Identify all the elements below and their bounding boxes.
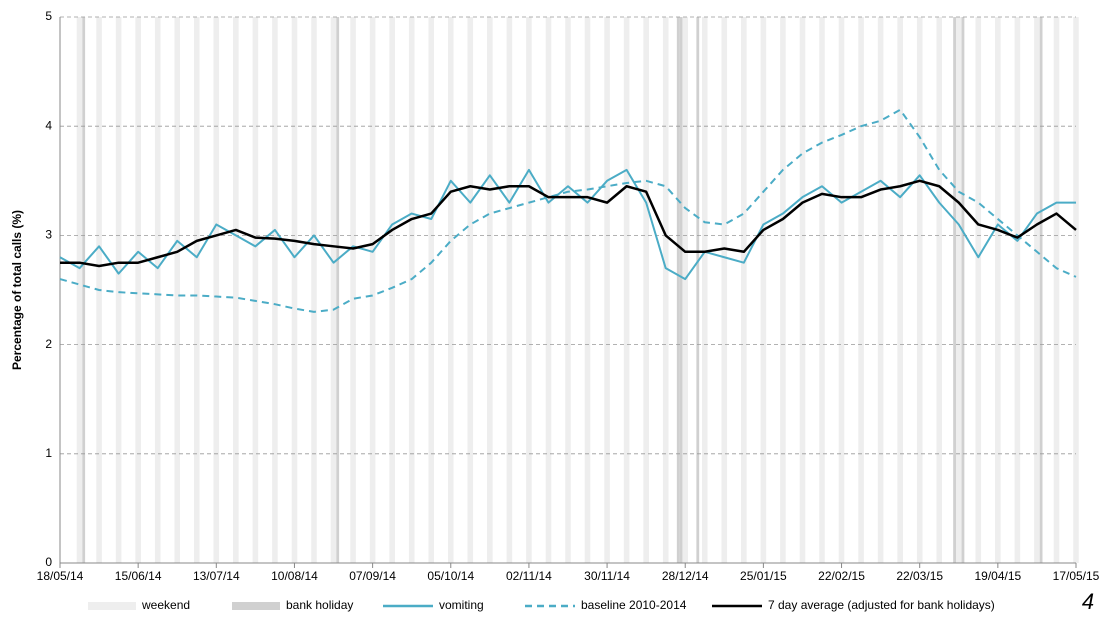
weekend-band <box>623 17 630 563</box>
weekend-band <box>955 17 962 563</box>
weekend-band <box>545 17 552 563</box>
bank-holiday-band <box>679 17 683 563</box>
weekend-band <box>584 17 591 563</box>
bank-holiday-band <box>1039 17 1043 563</box>
x-tick-label: 10/08/14 <box>271 569 318 583</box>
weekend-band <box>897 17 903 563</box>
y-tick-label: 0 <box>45 555 52 569</box>
weekend-band <box>154 17 161 563</box>
y-axis-label: Percentage of total calls (%) <box>10 210 24 370</box>
legend-label: baseline 2010-2014 <box>581 598 687 612</box>
weekend-band <box>1014 17 1021 563</box>
weekend-band <box>682 17 689 563</box>
weekend-band <box>701 17 708 563</box>
weekend-band <box>565 17 571 563</box>
legend-label: vomiting <box>439 598 484 612</box>
weekend-band <box>487 17 493 563</box>
y-tick-label: 2 <box>45 337 52 351</box>
weekend-band <box>877 17 884 563</box>
bank-holiday-band <box>961 17 965 563</box>
y-tick-label: 5 <box>45 9 52 23</box>
series-line <box>60 179 1077 268</box>
page-number: 4 <box>1082 589 1094 614</box>
weekend-band <box>1073 17 1079 563</box>
x-tick-label: 07/09/14 <box>349 569 396 583</box>
x-tick-label: 18/05/14 <box>37 569 84 583</box>
legend-label: bank holiday <box>286 598 353 612</box>
y-tick-label: 1 <box>45 446 52 460</box>
weekend-band <box>741 17 747 563</box>
x-tick-label: 25/01/15 <box>740 569 787 583</box>
weekend-band <box>721 17 728 563</box>
legend-swatch <box>232 602 280 610</box>
weekend-band <box>799 17 806 563</box>
weekend-band <box>506 17 513 563</box>
weekend-band <box>995 17 1001 563</box>
weekend-band <box>252 17 259 563</box>
weekend-band <box>389 17 395 563</box>
weekend-band <box>447 17 454 563</box>
weekend-band <box>662 17 669 563</box>
bands <box>76 17 1079 563</box>
x-tick-label: 15/06/14 <box>115 569 162 583</box>
weekend-band <box>135 17 141 563</box>
legend-label: 7 day average (adjusted for bank holiday… <box>768 598 995 612</box>
weekend-band <box>975 17 982 563</box>
y-tick-label: 4 <box>45 118 52 132</box>
x-tick-label: 17/05/15 <box>1053 569 1100 583</box>
weekend-band <box>858 17 864 563</box>
x-tick-label: 28/12/14 <box>662 569 709 583</box>
weekend-band <box>526 17 532 563</box>
x-tick-label: 19/04/15 <box>974 569 1021 583</box>
bank-holiday-band <box>82 17 86 563</box>
weekend-band <box>819 17 825 563</box>
x-tick-label: 22/03/15 <box>896 569 943 583</box>
weekend-band <box>330 17 337 563</box>
weekend-band <box>643 17 649 563</box>
weekend-band <box>76 17 83 563</box>
x-tick-label: 02/11/14 <box>506 569 552 583</box>
bank-holiday-band <box>336 17 340 563</box>
weekend-band <box>1053 17 1060 563</box>
weekend-band <box>350 17 356 563</box>
bank-holiday-band <box>696 17 700 563</box>
y-tick-label: 3 <box>45 228 52 242</box>
x-tick-label: 13/07/14 <box>193 569 240 583</box>
weekend-band <box>916 17 923 563</box>
weekend-band <box>369 17 376 563</box>
legend-label: weekend <box>141 598 190 612</box>
weekend-band <box>311 17 317 563</box>
weekend-band <box>174 17 181 563</box>
x-tick-label: 22/02/15 <box>818 569 865 583</box>
weekend-band <box>193 17 200 563</box>
x-tick-label: 05/10/14 <box>427 569 474 583</box>
weekend-band <box>760 17 767 563</box>
weekend-band <box>1034 17 1040 563</box>
weekend-band <box>233 17 239 563</box>
weekend-band <box>115 17 122 563</box>
series-line <box>59 108 1077 313</box>
weekend-band <box>936 17 943 563</box>
weekend-band <box>780 17 786 563</box>
legend-swatch <box>88 602 136 610</box>
weekend-band <box>213 17 220 563</box>
bank-holiday-band <box>953 17 956 563</box>
weekend-band <box>291 17 298 563</box>
weekend-band <box>408 17 415 563</box>
x-tick-label: 30/11/14 <box>584 569 630 583</box>
weekend-band <box>272 17 278 563</box>
weekend-band <box>838 17 845 563</box>
weekend-band <box>604 17 610 563</box>
weekend-band <box>467 17 474 563</box>
weekend-band <box>428 17 435 563</box>
bank-holiday-band <box>676 17 680 563</box>
